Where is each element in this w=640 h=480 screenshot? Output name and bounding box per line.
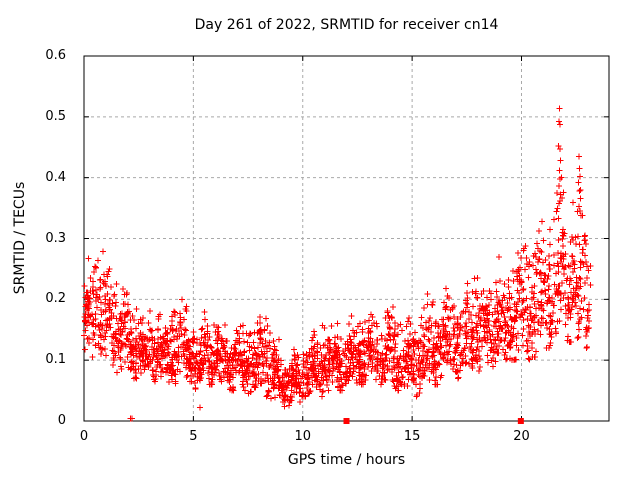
y-tick-label: 0.5 <box>45 108 66 124</box>
baseline-square-marker <box>517 418 524 424</box>
chart-title: Day 261 of 2022, SRMTID for receiver cn1… <box>194 17 499 33</box>
scatter-points <box>81 105 594 422</box>
y-tick-label: 0.6 <box>45 48 66 63</box>
x-tick-label: 15 <box>403 429 421 444</box>
x-tick-label: 5 <box>189 429 198 444</box>
y-tick-label: 0.1 <box>45 352 66 368</box>
y-tick-label: 0.2 <box>45 291 66 307</box>
y-tick-label: 0.3 <box>45 230 66 246</box>
x-tick-label: 10 <box>294 429 312 444</box>
baseline-square-marker <box>343 418 350 424</box>
y-tick-label: 0.4 <box>45 169 66 185</box>
x-tick-label: 20 <box>513 429 530 444</box>
x-axis-label: GPS time / hours <box>287 452 406 468</box>
x-tick-label: 0 <box>79 429 89 444</box>
y-tick-label: 0 <box>57 413 66 428</box>
